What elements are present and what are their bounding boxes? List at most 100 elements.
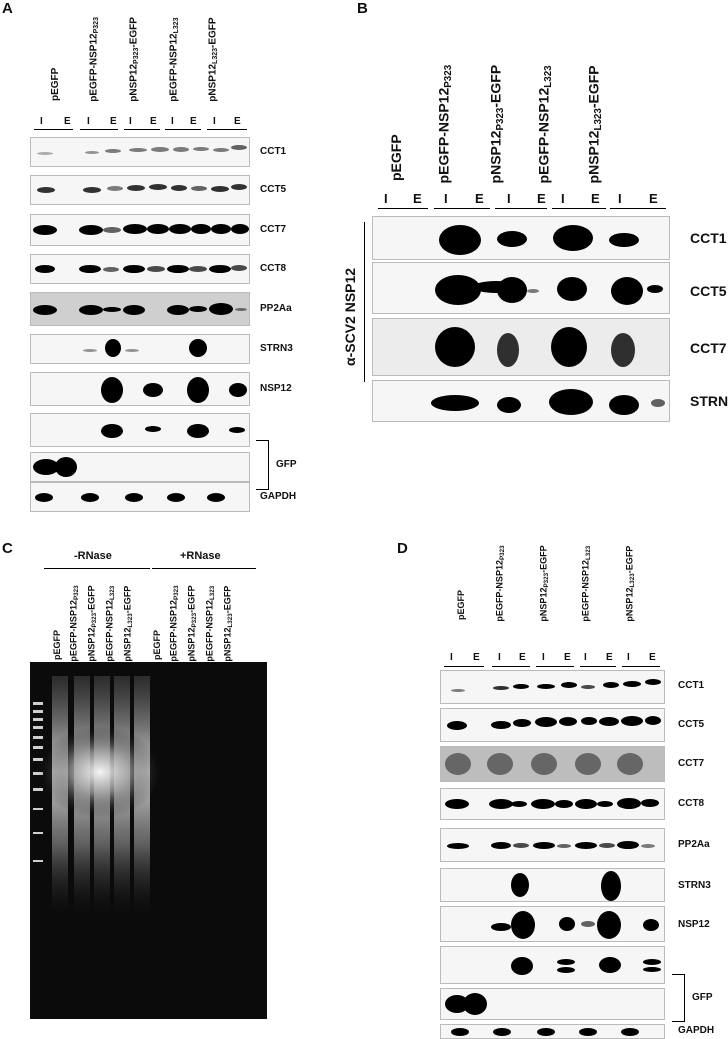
lane-header: pNSP12L323-EGFP bbox=[207, 17, 219, 102]
lane-header: pEGFP-NSP12P323 bbox=[168, 585, 180, 662]
ie-label: E bbox=[564, 652, 571, 663]
blot-label: STRN3 bbox=[690, 393, 728, 409]
panel-a: pEGFP pEGFP-NSP12P323 pNSP12P323-EGFP pE… bbox=[0, 0, 300, 520]
ie-label: E bbox=[519, 652, 526, 663]
lane-header: pNSP12L323-EGFP bbox=[222, 585, 234, 662]
ie-label: E bbox=[537, 191, 546, 206]
lane-header: pNSP12L323-EGFP bbox=[122, 585, 134, 662]
ip-bracket-line bbox=[364, 222, 365, 382]
blot-strip bbox=[440, 670, 665, 704]
lane-header: pEGFP-NSP12L323 bbox=[580, 545, 592, 622]
lane-header: pEGFP-NSP12P323 bbox=[68, 585, 80, 662]
blot-strip bbox=[372, 318, 670, 376]
lane-header: pEGFP-NSP12L323 bbox=[204, 585, 216, 662]
ie-label: E bbox=[413, 191, 422, 206]
blot-strip bbox=[30, 452, 250, 482]
blot-label: GFP bbox=[692, 992, 713, 1003]
ie-label: I bbox=[498, 652, 501, 663]
blot-strip bbox=[30, 334, 250, 364]
ie-label: I bbox=[584, 652, 587, 663]
blot-label: CCT5 bbox=[678, 719, 705, 730]
blot-label: CCT5 bbox=[260, 184, 287, 195]
lane-header: pNSP12P323-EGFP bbox=[538, 545, 550, 622]
blot-label: CCT5 bbox=[690, 283, 727, 299]
ie-label: E bbox=[150, 116, 157, 127]
ie-label: E bbox=[649, 652, 656, 663]
panel-label-d: D bbox=[397, 540, 408, 557]
ie-label: E bbox=[190, 116, 197, 127]
blot-strip bbox=[30, 482, 250, 512]
lane-header: pNSP12L323-EGFP bbox=[585, 65, 604, 184]
lane-header: pEGFP bbox=[388, 134, 404, 181]
group-label-minus: -RNase bbox=[74, 550, 112, 562]
blot-label: NSP12 bbox=[260, 383, 292, 394]
lane-header: pEGFP-NSP12P323 bbox=[88, 17, 100, 102]
blot-strip bbox=[440, 788, 665, 820]
lane-header: pEGFP-NSP12L323 bbox=[104, 585, 116, 662]
ie-label: E bbox=[606, 652, 613, 663]
blot-strip bbox=[440, 906, 665, 942]
blot-label: STRN3 bbox=[678, 880, 711, 891]
panel-label-b: B bbox=[357, 0, 368, 17]
lane-header: pEGFP bbox=[50, 67, 61, 101]
blot-strip bbox=[372, 216, 670, 260]
blot-strip bbox=[30, 214, 250, 246]
blot-strip bbox=[372, 380, 670, 422]
lane-header: pEGFP-NSP12P323 bbox=[435, 64, 454, 184]
ie-label: I bbox=[213, 116, 216, 127]
panel-label-c: C bbox=[2, 540, 13, 557]
blot-strip bbox=[440, 868, 665, 902]
ie-label: I bbox=[384, 191, 388, 206]
ie-label: I bbox=[542, 652, 545, 663]
blot-strip bbox=[440, 988, 665, 1020]
panel-c: -RNase +RNase pEGFP pEGFP-NSP12P323 pNSP… bbox=[0, 540, 300, 1020]
lane-header: pEGFP bbox=[152, 629, 162, 660]
ie-label: I bbox=[561, 191, 565, 206]
ie-label: E bbox=[649, 191, 658, 206]
lane-header: pEGFP-NSP12L323 bbox=[535, 65, 554, 184]
blot-label: PP2Aa bbox=[260, 303, 292, 314]
lane-header: pEGFP bbox=[52, 629, 62, 660]
agarose-gel bbox=[30, 662, 267, 1019]
gfp-bracket bbox=[672, 974, 685, 1022]
ie-label: I bbox=[87, 116, 90, 127]
blot-label: CCT1 bbox=[690, 230, 727, 246]
blot-strip bbox=[372, 262, 670, 314]
blot-label: GAPDH bbox=[260, 491, 297, 502]
blot-strip bbox=[30, 137, 250, 167]
ie-label: E bbox=[64, 116, 71, 127]
ie-label: I bbox=[507, 191, 511, 206]
blot-label: CCT1 bbox=[260, 146, 287, 157]
blot-label: CCT8 bbox=[678, 798, 705, 809]
blot-label: STRN3 bbox=[260, 343, 293, 354]
gfp-bracket bbox=[256, 440, 269, 490]
lane-header: pNSP12P323-EGFP bbox=[186, 585, 198, 662]
ie-label: E bbox=[591, 191, 600, 206]
blot-label: CCT7 bbox=[678, 758, 705, 769]
ie-label: E bbox=[110, 116, 117, 127]
ie-label: E bbox=[234, 116, 241, 127]
blot-label: CCT7 bbox=[690, 340, 727, 356]
lane-header: pNSP12P323-EGFP bbox=[128, 17, 140, 102]
ie-label: E bbox=[473, 652, 480, 663]
ie-label: I bbox=[618, 191, 622, 206]
ie-label: I bbox=[40, 116, 43, 127]
ie-label: I bbox=[171, 116, 174, 127]
blot-strip bbox=[440, 708, 665, 742]
ip-label: α-SCV2 NSP12 bbox=[342, 267, 358, 366]
lane-header: pEGFP bbox=[456, 589, 466, 620]
lane-header: pNSP12L323-EGFP bbox=[624, 545, 636, 622]
panel-label-a: A bbox=[2, 0, 13, 17]
blot-strip bbox=[440, 1024, 665, 1039]
blot-label: GAPDH bbox=[678, 1025, 715, 1036]
blot-strip bbox=[30, 372, 250, 406]
ie-label: I bbox=[627, 652, 630, 663]
blot-strip bbox=[440, 946, 665, 984]
blot-label: CCT8 bbox=[260, 263, 287, 274]
blot-label: GFP bbox=[276, 459, 297, 470]
lane-header: pEGFP-NSP12L323 bbox=[168, 17, 180, 102]
blot-strip bbox=[30, 254, 250, 284]
blot-label: PP2Aa bbox=[678, 839, 710, 850]
blot-label: NSP12 bbox=[678, 919, 710, 930]
blot-strip bbox=[30, 413, 250, 447]
